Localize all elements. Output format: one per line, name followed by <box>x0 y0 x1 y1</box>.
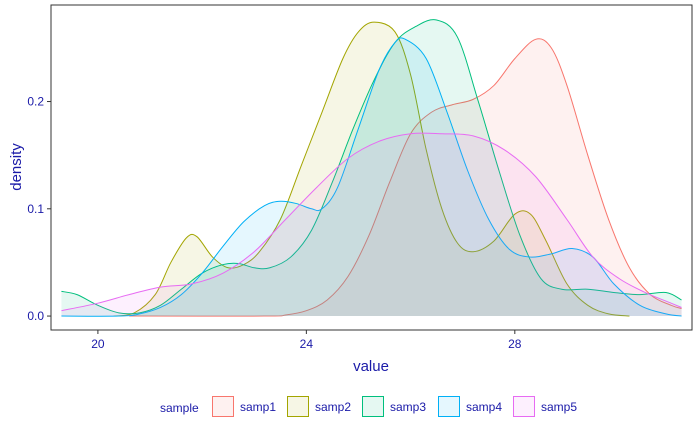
x-tick-label: 28 <box>508 337 522 351</box>
density-area-samp2 <box>113 22 630 317</box>
density-line-samp2 <box>113 21 630 317</box>
legend: sample samp1 samp2 samp3 samp4 samp5 <box>160 396 577 417</box>
y-axis-title: density <box>8 143 25 191</box>
density-area-samp4 <box>61 37 682 317</box>
legend-title: sample <box>160 401 199 415</box>
x-axis-title: value <box>353 358 389 375</box>
x-axis-ticks: 20 24 28 <box>91 330 522 351</box>
plot-panel <box>50 4 693 331</box>
legend-item-samp5: samp5 <box>513 396 577 417</box>
legend-key-samp3 <box>362 396 384 417</box>
legend-item-samp3: samp3 <box>362 396 426 417</box>
density-area-samp3 <box>61 19 682 317</box>
legend-label-samp1: samp1 <box>240 400 276 414</box>
legend-item-samp1: samp1 <box>212 396 276 417</box>
x-tick-label: 24 <box>300 337 314 351</box>
density-series <box>61 19 682 317</box>
density-area-samp5 <box>61 133 682 317</box>
legend-label-samp4: samp4 <box>466 400 502 414</box>
legend-label-samp5: samp5 <box>541 400 577 414</box>
y-tick-label: 0.0 <box>27 309 44 323</box>
density-line-samp5 <box>61 132 682 312</box>
legend-item-samp4: samp4 <box>438 396 502 417</box>
density-line-samp1 <box>129 38 682 317</box>
density-line-samp4 <box>61 37 682 317</box>
legend-key-samp2 <box>287 396 309 417</box>
legend-key-samp5 <box>513 396 535 417</box>
legend-label-samp2: samp2 <box>315 400 351 414</box>
legend-item-samp2: samp2 <box>287 396 351 417</box>
density-area-samp1 <box>129 38 682 317</box>
legend-key-samp4 <box>438 396 460 417</box>
legend-label-samp3: samp3 <box>390 400 426 414</box>
density-line-samp3 <box>61 19 682 315</box>
y-tick-label: 0.1 <box>27 202 44 216</box>
y-tick-label: 0.2 <box>27 95 44 109</box>
x-tick-label: 20 <box>91 337 105 351</box>
y-axis-ticks: 0.0 0.1 0.2 <box>27 95 51 323</box>
legend-key-samp1 <box>212 396 234 417</box>
